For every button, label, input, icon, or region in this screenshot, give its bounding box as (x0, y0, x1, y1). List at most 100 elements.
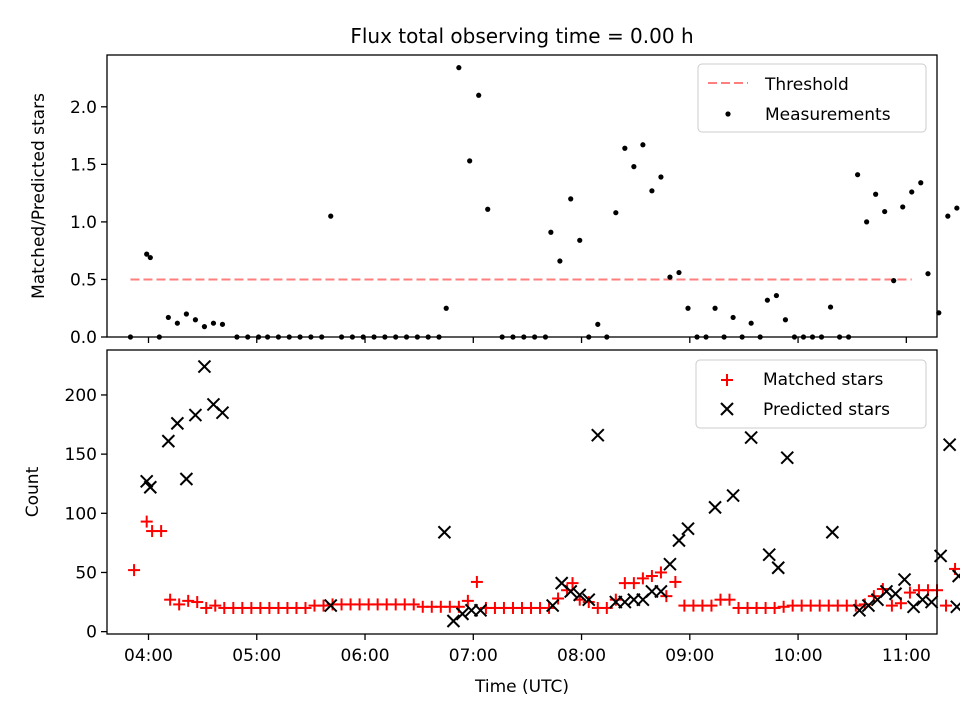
predicted-star-point (188, 408, 203, 422)
legend-predicted-swatch (720, 402, 734, 416)
matched-star-point (200, 601, 213, 614)
matched-star-point (299, 601, 312, 614)
matched-star-point (140, 515, 153, 528)
matched-star-point (209, 599, 222, 612)
measurement-point (882, 208, 888, 215)
legend-box (697, 63, 927, 133)
legend-matched-label: Matched stars (763, 370, 883, 390)
top-panel-legend: Threshold Measurements (697, 63, 927, 133)
matched-star-point (723, 593, 736, 606)
measurement-point (201, 324, 208, 330)
bottom-panel: 04:00 05:00 06:00 07:00 08:00 09:00 10:00 11:00… (23, 349, 960, 697)
measurement-point (485, 206, 491, 212)
axes-frame (106, 349, 938, 635)
matched-star-point (705, 599, 718, 612)
y-tick-label: 2.0 (70, 98, 97, 118)
measurement-point (712, 305, 718, 311)
measurement-point (855, 172, 861, 178)
measurement-point (925, 271, 931, 277)
matched-star-point (777, 600, 790, 613)
measurement-point (730, 314, 736, 321)
top-panel-ylabel: Matched/Predicted stars (29, 93, 49, 299)
measurement-point (827, 304, 834, 310)
legend-measurements-swatch (725, 111, 731, 117)
measurement-point (667, 274, 673, 280)
measurement-point (219, 321, 226, 327)
matched-star-point (407, 598, 420, 611)
legend-threshold-label: Threshold (764, 75, 849, 95)
y-tick-label: 1.5 (70, 155, 97, 175)
matched-star-point (128, 564, 141, 577)
matched-star-point (155, 525, 168, 538)
predicted-star-point (672, 533, 686, 548)
predicted-star-point (215, 406, 230, 420)
measurement-point (649, 188, 655, 194)
y-tick-label: 0.0 (70, 328, 97, 348)
bottom-panel-axes: 04:00 05:00 06:00 07:00 08:00 09:00 10:00 11:00… (65, 349, 938, 666)
measurement-point (577, 237, 583, 243)
predicted-star-point (455, 607, 470, 621)
predicted-star-point (825, 525, 840, 539)
legend-predicted-label: Predicted stars (763, 400, 890, 420)
measurement-point (165, 314, 171, 321)
measurement-point (900, 204, 906, 210)
matched-star-point (470, 575, 483, 588)
matched-star-point (461, 594, 474, 607)
matched-star-point (173, 598, 186, 611)
matched-star-point (182, 594, 195, 607)
matched-star-point (627, 577, 640, 590)
measurement-point (174, 320, 180, 326)
measurement-point (864, 219, 870, 225)
matched-star-point (636, 572, 649, 585)
predicted-star-point (654, 584, 668, 599)
matched-star-point (566, 577, 579, 590)
predicted-star-point (888, 587, 903, 601)
measurement-point (476, 92, 482, 98)
y-tick-label: 1.0 (70, 213, 97, 233)
predicted-star-point (950, 600, 960, 614)
measurement-point (954, 205, 960, 211)
predicted-star-point (545, 598, 560, 613)
predicted-star-point (906, 600, 921, 614)
predicted-star-point (762, 548, 776, 562)
predicted-star-point (681, 521, 695, 536)
top-panel-axes: 0.0 0.5 1.0 1.5 2.0 (70, 54, 938, 348)
measurement-point (147, 254, 153, 261)
x-tick-label: 11:00 (882, 646, 931, 666)
matched-star-point (885, 599, 898, 612)
measurement-point (891, 278, 897, 284)
predicted-star-point (161, 434, 176, 448)
predicted-star-point (324, 598, 338, 613)
matched-star-point (191, 596, 204, 609)
predicted-star-point (564, 584, 578, 599)
predicted-star-point (573, 588, 587, 602)
measurement-point (467, 158, 473, 164)
matched-star-point (582, 596, 595, 609)
measurement-point (595, 321, 601, 327)
x-tick-label: 04:00 (124, 646, 173, 666)
x-tick-label: 10:00 (774, 646, 823, 666)
matched-star-point (609, 593, 622, 606)
matched-star-point (654, 566, 667, 579)
predicted-star-point (852, 603, 867, 618)
measurement-point (622, 145, 628, 151)
y-tick-label: 100 (65, 504, 97, 524)
predicted-star-point (780, 450, 794, 465)
measurement-point (773, 292, 780, 299)
predicted-star-point (582, 592, 596, 607)
predicted-star-point (771, 561, 785, 575)
measurement-point (183, 311, 189, 317)
measurement-point (945, 213, 951, 219)
predicted-star-point (897, 572, 912, 587)
axes-frame (106, 54, 938, 338)
measurement-point (210, 320, 217, 326)
measurement-point (328, 213, 334, 219)
measurement-point (548, 229, 554, 235)
measurement-point (782, 317, 789, 323)
measurement-point (873, 191, 879, 197)
matched-star-point (940, 599, 953, 612)
measurement-point (640, 142, 646, 148)
measurement-point (918, 180, 924, 186)
y-tick-label: 0 (86, 623, 97, 643)
predicted-star-point (591, 428, 605, 442)
